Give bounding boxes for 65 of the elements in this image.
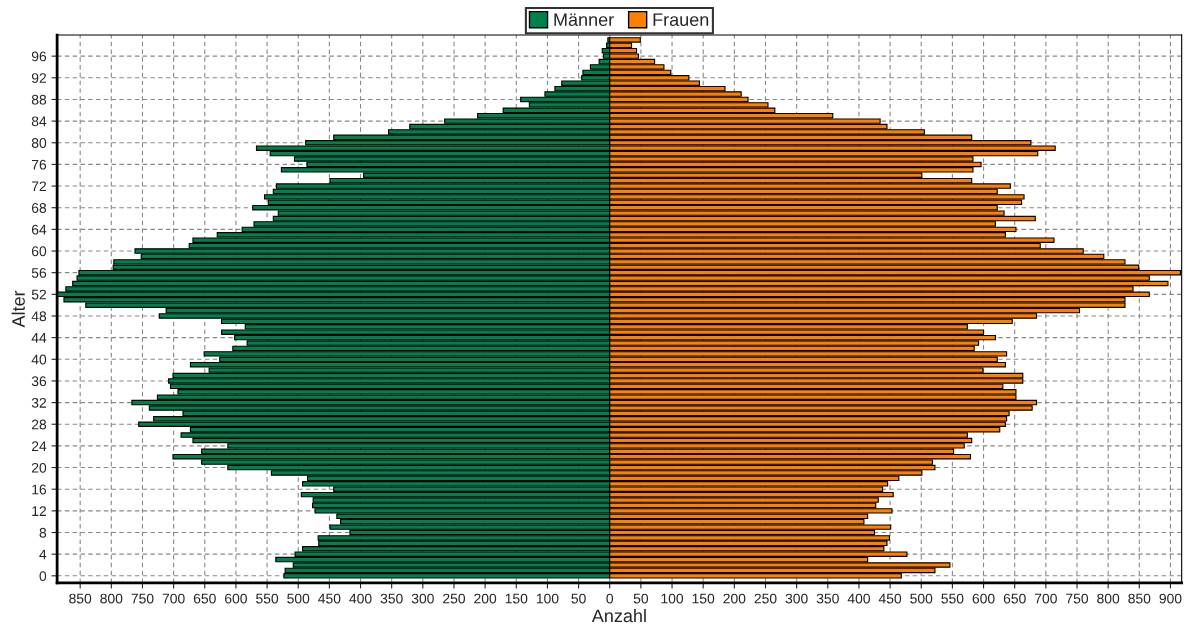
x-tick-label: 600 (225, 593, 247, 604)
y-tick-label: 52 (31, 289, 47, 300)
x-tick-label: 600 (972, 593, 995, 604)
x-tick-label: 50 (571, 593, 586, 604)
y-tick-label: 16 (32, 484, 47, 495)
x-tick-label: 200 (474, 593, 497, 604)
x-tick-label: 650 (1003, 593, 1026, 604)
y-tick-label: 80 (31, 138, 47, 148)
y-tick-label: 64 (31, 224, 47, 235)
y-tick-label: 56 (31, 268, 47, 278)
legend-label: Frauen (653, 13, 709, 27)
y-tick-label: 44 (31, 333, 47, 343)
y-tick-label: 28 (31, 419, 47, 430)
y-tick-label: 96 (31, 51, 47, 62)
y-tick-label: 92 (31, 73, 47, 83)
x-tick-label: 750 (1066, 593, 1089, 604)
y-tick-label: 12 (32, 506, 47, 516)
x-tick-label: 200 (723, 593, 746, 604)
legend-label: Männer (554, 13, 614, 27)
y-tick-label: 76 (31, 159, 47, 170)
x-tick-label: 900 (1159, 593, 1182, 604)
x-tick-label: 400 (847, 593, 870, 604)
x-tick-label: 400 (349, 593, 372, 604)
y-tick-label: 48 (31, 311, 47, 322)
y-tick-label: 60 (31, 246, 47, 257)
x-tick-label: 800 (1097, 593, 1120, 604)
x-tick-label: 150 (505, 593, 528, 604)
y-tick-label: 72 (31, 181, 47, 192)
y-tick-label: 40 (31, 354, 47, 365)
x-tick-label: 800 (100, 593, 123, 604)
x-tick-label: 750 (131, 593, 154, 604)
y-tick-label: 88 (31, 94, 47, 105)
x-tick-label: 550 (256, 593, 279, 604)
x-tick-label: 100 (536, 593, 559, 604)
x-tick-label: 300 (411, 593, 434, 604)
x-tick-label: 450 (878, 593, 902, 604)
x-tick-label: 850 (1128, 593, 1151, 604)
x-tick-label: 100 (661, 593, 684, 604)
x-tick-label: 150 (692, 593, 715, 604)
x-tick-label: 850 (69, 593, 92, 604)
x-axis-title: Anzahl (591, 609, 646, 623)
y-axis-title: Alter (11, 290, 25, 328)
y-tick-label: 8 (39, 527, 47, 538)
y-tick-label: 84 (31, 116, 47, 127)
x-tick-label: 550 (941, 593, 964, 604)
y-tick-label: 68 (31, 203, 47, 213)
y-tick-label: 32 (31, 397, 47, 408)
x-tick-label: 700 (1034, 593, 1057, 604)
x-tick-label: 300 (785, 593, 808, 604)
x-tick-label: 250 (443, 593, 466, 604)
y-tick-label: 0 (39, 571, 47, 581)
y-tick-label: 24 (31, 441, 47, 451)
x-tick-label: 50 (633, 593, 649, 604)
x-tick-label: 650 (193, 593, 216, 604)
y-tick-label: 4 (39, 549, 47, 560)
x-tick-label: 250 (754, 593, 777, 604)
x-tick-label: 350 (816, 593, 839, 604)
x-tick-label: 700 (162, 593, 185, 604)
x-tick-label: 350 (380, 593, 403, 604)
x-tick-label: 500 (910, 593, 933, 604)
x-tick-label: 500 (287, 593, 310, 604)
y-tick-label: 20 (31, 462, 47, 473)
x-tick-label: 0 (606, 593, 614, 604)
y-tick-label: 36 (31, 376, 47, 387)
x-tick-label: 450 (318, 593, 341, 604)
